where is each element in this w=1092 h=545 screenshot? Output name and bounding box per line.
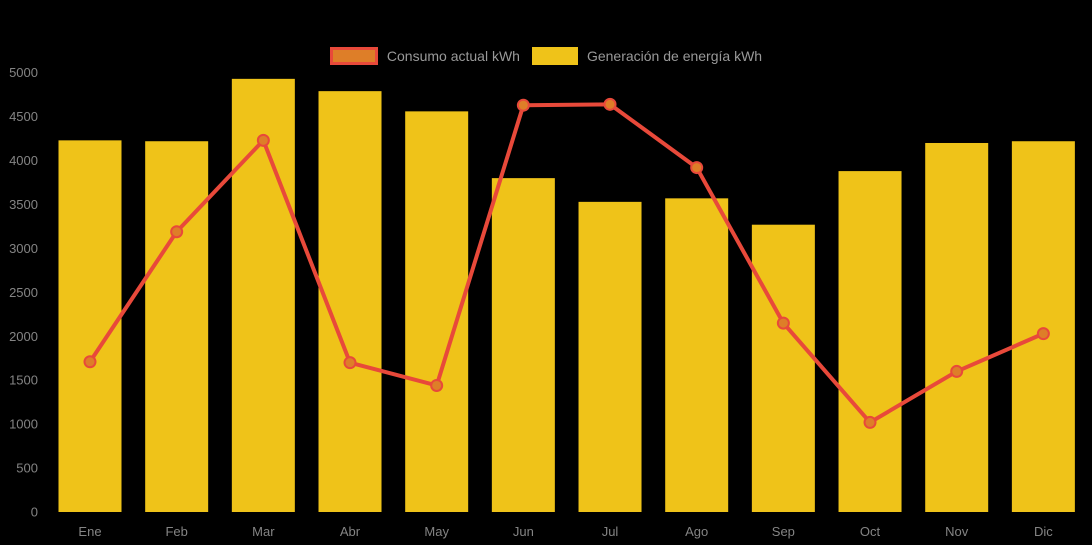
bar-sep[interactable] bbox=[751, 224, 815, 512]
x-tick-label-jul: Jul bbox=[602, 524, 619, 539]
x-tick-label-ago: Ago bbox=[685, 524, 708, 539]
bar-nov[interactable] bbox=[925, 142, 989, 512]
y-tick-label: 4000 bbox=[9, 153, 38, 168]
x-tick-label-nov: Nov bbox=[945, 524, 969, 539]
y-tick-label: 2000 bbox=[9, 329, 38, 344]
consumo-line bbox=[88, 102, 1046, 425]
y-tick-label: 1500 bbox=[9, 373, 38, 388]
line-point-jun[interactable] bbox=[516, 98, 530, 112]
x-tick-label-ene: Ene bbox=[78, 524, 101, 539]
chart-legend: Consumo actual kWh Generación de energía… bbox=[0, 47, 1092, 65]
x-tick-label-feb: Feb bbox=[165, 524, 187, 539]
legend-label-consumo: Consumo actual kWh bbox=[386, 48, 520, 64]
x-tick-label-dic: Dic bbox=[1034, 524, 1053, 539]
bar-jun[interactable] bbox=[491, 178, 555, 512]
bar-feb[interactable] bbox=[145, 141, 209, 512]
legend-item-consumo[interactable]: Consumo actual kWh bbox=[329, 47, 520, 65]
x-tick-label-jun: Jun bbox=[513, 524, 534, 539]
bar-mar[interactable] bbox=[231, 78, 295, 513]
bar-abr[interactable] bbox=[318, 91, 382, 512]
line-point-may[interactable] bbox=[430, 378, 444, 392]
y-tick-label: 1000 bbox=[9, 417, 38, 432]
consumo-line-swatch-icon bbox=[329, 47, 378, 65]
y-tick-label: 3000 bbox=[9, 241, 38, 256]
bar-dic[interactable] bbox=[1011, 141, 1075, 512]
y-tick-label: 2500 bbox=[9, 285, 38, 300]
line-point-abr[interactable] bbox=[343, 356, 357, 370]
generacion-bar-swatch-icon bbox=[531, 47, 578, 65]
y-tick-label: 0 bbox=[31, 505, 38, 520]
bar-jul[interactable] bbox=[578, 201, 642, 513]
line-point-nov[interactable] bbox=[950, 364, 964, 378]
bar-ago[interactable] bbox=[665, 198, 729, 513]
legend-item-generacion[interactable]: Generación de energía kWh bbox=[531, 47, 763, 65]
line-point-sep[interactable] bbox=[776, 316, 790, 330]
x-tick-label-abr: Abr bbox=[340, 524, 361, 539]
x-tick-label-sep: Sep bbox=[772, 524, 795, 539]
y-tick-label: 4500 bbox=[9, 109, 38, 124]
y-tick-label: 5000 bbox=[9, 65, 38, 80]
line-point-mar[interactable] bbox=[256, 133, 270, 147]
line-point-ago[interactable] bbox=[690, 161, 704, 175]
bar-oct[interactable] bbox=[838, 171, 902, 512]
x-tick-label-may: May bbox=[424, 524, 449, 539]
line-point-jul[interactable] bbox=[603, 97, 617, 111]
y-tick-label: 3500 bbox=[9, 197, 38, 212]
bar-ene[interactable] bbox=[58, 140, 122, 512]
line-point-oct[interactable] bbox=[863, 415, 877, 429]
x-tick-label-oct: Oct bbox=[860, 524, 881, 539]
y-tick-label: 500 bbox=[16, 461, 38, 476]
x-tick-label-mar: Mar bbox=[252, 524, 275, 539]
line-point-ene[interactable] bbox=[83, 355, 97, 369]
legend-label-generacion: Generación de energía kWh bbox=[586, 48, 763, 64]
line-point-dic[interactable] bbox=[1036, 327, 1050, 341]
line-point-feb[interactable] bbox=[170, 225, 184, 239]
